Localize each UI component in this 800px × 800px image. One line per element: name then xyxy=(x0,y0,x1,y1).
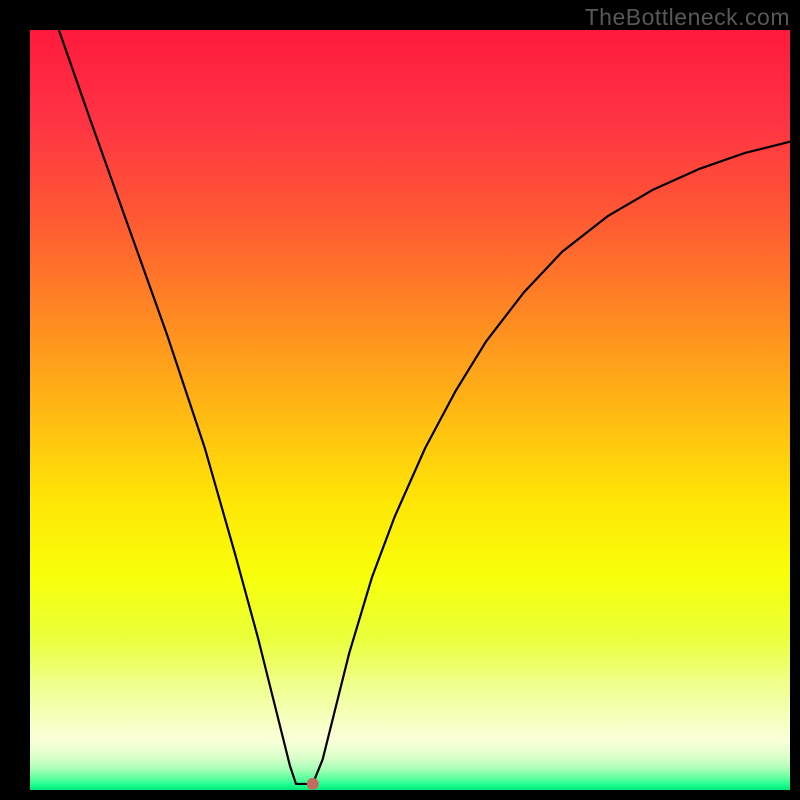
bottleneck-chart: TheBottleneck.com xyxy=(0,0,800,800)
chart-svg xyxy=(0,0,800,800)
plot-background xyxy=(30,30,790,790)
optimum-marker xyxy=(307,778,319,790)
watermark-text: TheBottleneck.com xyxy=(585,4,790,31)
